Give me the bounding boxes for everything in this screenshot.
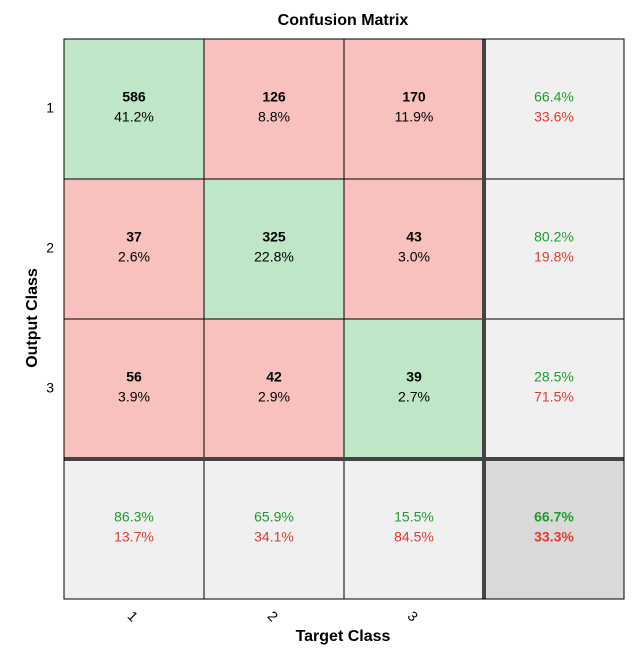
cell-percent-r2-c2: 22.8% — [254, 249, 294, 265]
cell-percent-r3-c3: 2.7% — [398, 389, 430, 405]
cell-r4-c3 — [343, 458, 485, 600]
cell-percent-r2-c1: 2.6% — [118, 249, 150, 265]
cell-count-r3-c2: 42 — [266, 369, 282, 385]
column-summary-correct-2: 65.9% — [254, 509, 294, 525]
cell-r4-c1 — [63, 458, 205, 600]
row-summary-correct-3: 28.5% — [534, 369, 574, 385]
cell-count-r3-c3: 39 — [406, 369, 422, 385]
x-tick-label-2: 2 — [265, 608, 282, 625]
row-summary-correct-1: 66.4% — [534, 89, 574, 105]
cell-count-r1-c1: 586 — [122, 89, 146, 105]
row-summary-incorrect-1: 33.6% — [534, 109, 574, 125]
column-summary-incorrect-2: 34.1% — [254, 529, 294, 545]
cell-percent-r1-c3: 11.9% — [395, 109, 434, 125]
cell-count-r2-c2: 325 — [262, 229, 286, 245]
cell-r1-c3 — [343, 38, 485, 180]
cell-count-r2-c1: 37 — [126, 229, 142, 245]
cell-count-r2-c3: 43 — [406, 229, 422, 245]
cell-percent-r2-c3: 3.0% — [398, 249, 430, 265]
row-summary-incorrect-3: 71.5% — [534, 389, 574, 405]
overall-error: 33.3% — [534, 529, 574, 545]
cell-r4-c4 — [483, 458, 625, 600]
cell-r2-c3 — [343, 178, 485, 320]
matrix-frame — [63, 38, 625, 600]
column-summary-incorrect-3: 84.5% — [394, 529, 434, 545]
row-summary-incorrect-2: 19.8% — [534, 249, 574, 265]
row-summary-correct-2: 80.2% — [534, 229, 574, 245]
column-summary-incorrect-1: 13.7% — [114, 529, 154, 545]
cell-count-r3-c1: 56 — [126, 369, 142, 385]
cell-count-r1-c2: 126 — [262, 89, 286, 105]
cell-percent-r1-c2: 8.8% — [258, 109, 290, 125]
cell-r3-c4 — [483, 318, 625, 460]
y-tick-label-3: 3 — [46, 380, 54, 396]
cell-r2-c2 — [203, 178, 345, 320]
overall-accuracy: 66.7% — [534, 509, 574, 525]
cell-r1-c1 — [63, 38, 205, 180]
cell-count-r1-c3: 170 — [402, 89, 426, 105]
y-tick-label-1: 1 — [46, 100, 54, 116]
chart-title: Confusion Matrix — [277, 12, 409, 29]
cell-r3-c2 — [203, 318, 345, 460]
cell-r1-c4 — [483, 38, 625, 180]
cell-percent-r1-c1: 41.2% — [114, 109, 154, 125]
x-tick-label-1: 1 — [125, 608, 142, 625]
cell-r3-c1 — [63, 318, 205, 460]
cell-r3-c3 — [343, 318, 485, 460]
x-tick-label-3: 3 — [405, 608, 422, 625]
column-summary-correct-3: 15.5% — [394, 509, 434, 525]
cell-percent-r3-c2: 2.9% — [258, 389, 290, 405]
x-axis-label: Target Class — [295, 628, 391, 645]
cell-percent-r3-c1: 3.9% — [118, 389, 150, 405]
cell-r2-c1 — [63, 178, 205, 320]
column-summary-correct-1: 86.3% — [114, 509, 154, 525]
y-tick-label-2: 2 — [46, 240, 54, 256]
cell-r4-c2 — [203, 458, 345, 600]
